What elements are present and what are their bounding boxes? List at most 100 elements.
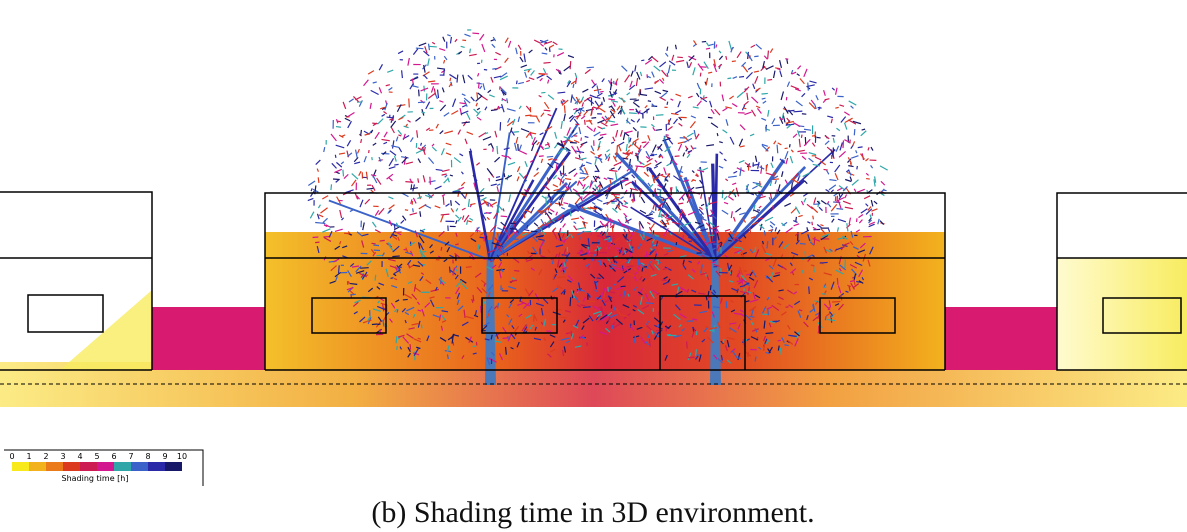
leaf (627, 93, 630, 95)
leaf (436, 169, 443, 170)
leaf (398, 130, 402, 134)
leaf (344, 233, 349, 234)
leaf (378, 119, 384, 124)
leaf (379, 208, 384, 214)
leaf (635, 142, 636, 145)
leaf (798, 215, 802, 216)
leaf (880, 166, 888, 170)
leaf (706, 145, 714, 146)
leaf (491, 144, 493, 149)
leaf (697, 83, 700, 89)
leaf (748, 352, 749, 357)
legend-tick-label: 6 (111, 452, 116, 461)
leaf (488, 90, 491, 93)
leaf (829, 185, 836, 190)
leaf (688, 357, 695, 358)
leaf (570, 61, 571, 69)
leaf (428, 58, 430, 65)
leaf (866, 173, 868, 175)
leaf (759, 206, 761, 208)
leaf (439, 101, 443, 103)
leaf (632, 151, 633, 154)
leaf (548, 159, 552, 160)
leaf (843, 201, 851, 204)
leaf (582, 102, 583, 106)
leaf (558, 92, 566, 93)
leaf (467, 132, 473, 134)
leaf (478, 73, 479, 76)
leaf (336, 145, 345, 148)
legend-swatch (148, 462, 165, 471)
leaf (652, 57, 658, 62)
leaf (531, 207, 534, 213)
leaf (726, 56, 727, 60)
leaf (772, 118, 775, 124)
leaf (470, 49, 471, 54)
leaf (778, 184, 780, 190)
leaf (675, 110, 681, 113)
leaf (608, 157, 610, 162)
leaf (654, 66, 661, 71)
leaf (526, 80, 530, 81)
leaf (574, 173, 577, 177)
leaf (722, 210, 728, 214)
leaf (311, 188, 312, 191)
leaf (731, 270, 732, 275)
leaf (421, 251, 426, 252)
leaf (845, 123, 847, 130)
leaf (633, 127, 636, 130)
leaf (849, 218, 850, 225)
leaf (579, 178, 585, 179)
leaf (375, 132, 379, 139)
leaf (790, 144, 791, 147)
leaf (478, 195, 484, 196)
leaf (322, 229, 330, 232)
leaf (737, 92, 744, 98)
leaf (441, 214, 444, 222)
leaf (564, 203, 569, 204)
leaf (380, 240, 385, 241)
leaf (341, 162, 344, 164)
leaf (389, 158, 394, 166)
leaf (393, 140, 394, 148)
leaf (833, 138, 834, 143)
leaf (570, 143, 577, 144)
leaf (711, 123, 718, 128)
leaf (708, 117, 713, 118)
leaf (444, 113, 449, 117)
leaf (395, 232, 402, 233)
leaf (688, 96, 692, 98)
leaf (631, 120, 635, 122)
leaf (752, 110, 756, 116)
leaf (617, 205, 621, 210)
leaf (598, 137, 603, 140)
leaf (583, 184, 585, 189)
leaf (347, 113, 354, 118)
leaf (766, 333, 774, 334)
leaf (841, 117, 846, 123)
leaf (831, 119, 832, 123)
leaf (505, 58, 509, 63)
leaf (825, 316, 826, 320)
leaf (364, 80, 369, 86)
leaf (442, 195, 445, 196)
leaf (797, 150, 804, 151)
leaf (854, 189, 856, 192)
leaf (429, 46, 437, 47)
leaf (544, 110, 551, 111)
leaf (821, 201, 826, 205)
leaf (534, 40, 541, 43)
leaf (748, 52, 749, 59)
leaf (526, 106, 530, 111)
leaf (786, 307, 789, 308)
leaf (349, 99, 354, 102)
leaf (318, 177, 319, 183)
leaf (739, 76, 744, 77)
leaf (357, 149, 359, 153)
leaf (804, 198, 806, 202)
leaf (388, 197, 393, 199)
leaf (406, 162, 413, 164)
leaf (444, 131, 453, 133)
leaf (441, 214, 450, 215)
leaf (796, 217, 797, 222)
